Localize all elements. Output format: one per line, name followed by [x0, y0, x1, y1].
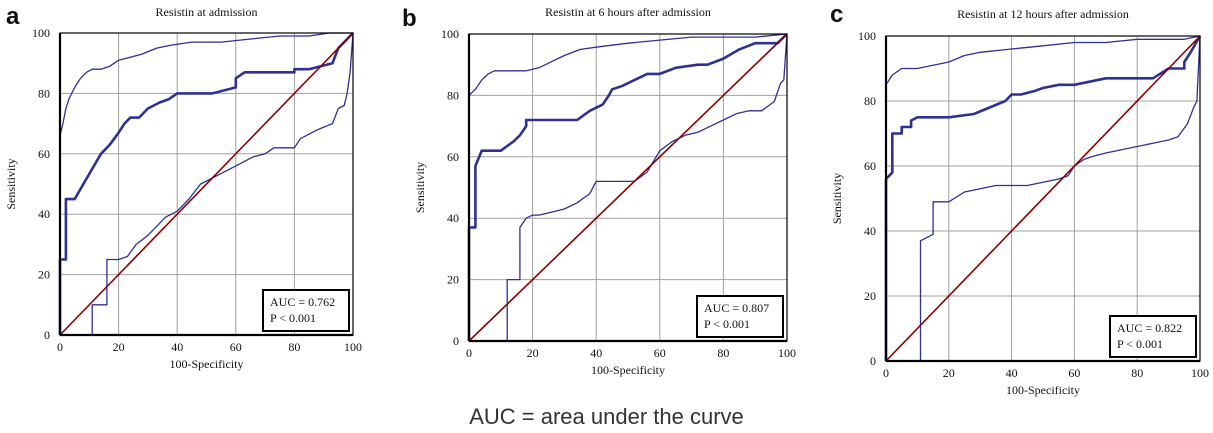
series-roc-line	[884, 35, 1202, 361]
x-tick-label: 20	[113, 340, 125, 354]
p-value-text: P < 0.001	[1117, 337, 1163, 351]
p-value-text: P < 0.001	[704, 317, 750, 331]
y-tick-label: 60	[447, 150, 459, 164]
panel-letter: a	[6, 3, 20, 30]
chart-title: Resistin at 6 hours after admission	[545, 5, 711, 19]
y-tick-label: 20	[447, 273, 459, 287]
x-axis-label: 100-Specificity	[591, 363, 665, 377]
chart-title: Resistin at admission	[156, 5, 258, 19]
auc-annotation-box: AUC = 0.807 P < 0.001	[696, 295, 784, 338]
series-ci-upper-line	[59, 32, 353, 335]
p-value-text: P < 0.001	[270, 311, 316, 325]
y-tick-label: 80	[38, 86, 50, 100]
series-ci-lower-line	[469, 33, 788, 342]
y-tick-label: 100	[32, 26, 50, 40]
auc-value-text: AUC = 0.762	[270, 295, 335, 309]
x-tick-label: 40	[590, 346, 602, 360]
x-tick-label: 40	[171, 340, 183, 354]
y-tick-label: 40	[447, 211, 459, 225]
panel-letter: c	[830, 1, 843, 28]
roc-panel-a: a Resistin at admission 00 20 20 40 40 60 60 80 80…	[4, 3, 362, 371]
roc-panel-b: b Resistin at 6 hours after admission 00 20…	[402, 5, 796, 377]
x-tick-label: 0	[883, 366, 889, 380]
y-tick-label: 20	[38, 268, 50, 282]
y-tick-label: 60	[864, 159, 876, 173]
series-ci-upper-line	[468, 33, 788, 341]
x-tick-label: 60	[230, 340, 242, 354]
annotation-frame	[1109, 315, 1197, 358]
y-tick-label: 80	[447, 88, 459, 102]
x-tick-label: 100	[1191, 366, 1209, 380]
x-tick-label: 80	[1131, 366, 1143, 380]
series-ci-upper-line	[885, 35, 1201, 361]
y-axis-label: Sensitivity	[413, 162, 427, 213]
x-tick-label: 80	[717, 346, 729, 360]
x-tick-label: 40	[1006, 366, 1018, 380]
annotation-frame	[696, 295, 784, 338]
chart-title: Resistin at 12 hours after admission	[957, 7, 1129, 21]
y-tick-label: 80	[864, 94, 876, 108]
y-axis-label: Sensitivity	[830, 173, 844, 224]
series-roc-line	[467, 33, 788, 341]
x-axis-label: 100-Specificity	[170, 357, 244, 371]
x-axis-label: 100-Specificity	[1006, 383, 1080, 397]
series-ci-lower-line	[886, 35, 1201, 362]
y-tick-label: 0	[44, 328, 50, 342]
y-tick-label: 100	[441, 27, 459, 41]
y-tick-label: 20	[864, 289, 876, 303]
x-tick-label: 100	[344, 340, 362, 354]
auc-annotation-box: AUC = 0.762 P < 0.001	[262, 289, 350, 332]
x-tick-label: 80	[288, 340, 300, 354]
x-tick-label: 20	[527, 346, 539, 360]
y-tick-label: 0	[453, 334, 459, 348]
y-tick-label: 0	[870, 354, 876, 368]
series-roc-line	[58, 32, 354, 335]
x-tick-label: 100	[778, 346, 796, 360]
panel-letter: b	[402, 5, 417, 32]
roc-panel-c: c Resistin at 12 hours after admission 00 2…	[830, 1, 1209, 397]
series-diagonal-line	[885, 35, 1201, 362]
annotation-frame	[262, 289, 350, 332]
x-tick-label: 0	[57, 340, 63, 354]
x-tick-label: 60	[654, 346, 666, 360]
y-tick-label: 100	[858, 29, 876, 43]
series-diagonal-line	[59, 32, 354, 336]
y-axis-label: Sensitivity	[4, 158, 18, 209]
x-tick-label: 60	[1068, 366, 1080, 380]
y-tick-label: 60	[38, 147, 50, 161]
auc-value-text: AUC = 0.822	[1117, 321, 1182, 335]
figure-caption: AUC = area under the curve	[469, 404, 744, 429]
auc-value-text: AUC = 0.807	[704, 301, 769, 315]
y-tick-label: 40	[38, 207, 50, 221]
y-tick-label: 40	[864, 224, 876, 238]
series-diagonal-line	[468, 33, 788, 342]
auc-annotation-box: AUC = 0.822 P < 0.001	[1109, 315, 1197, 358]
x-tick-label: 0	[466, 346, 472, 360]
x-tick-label: 20	[943, 366, 955, 380]
